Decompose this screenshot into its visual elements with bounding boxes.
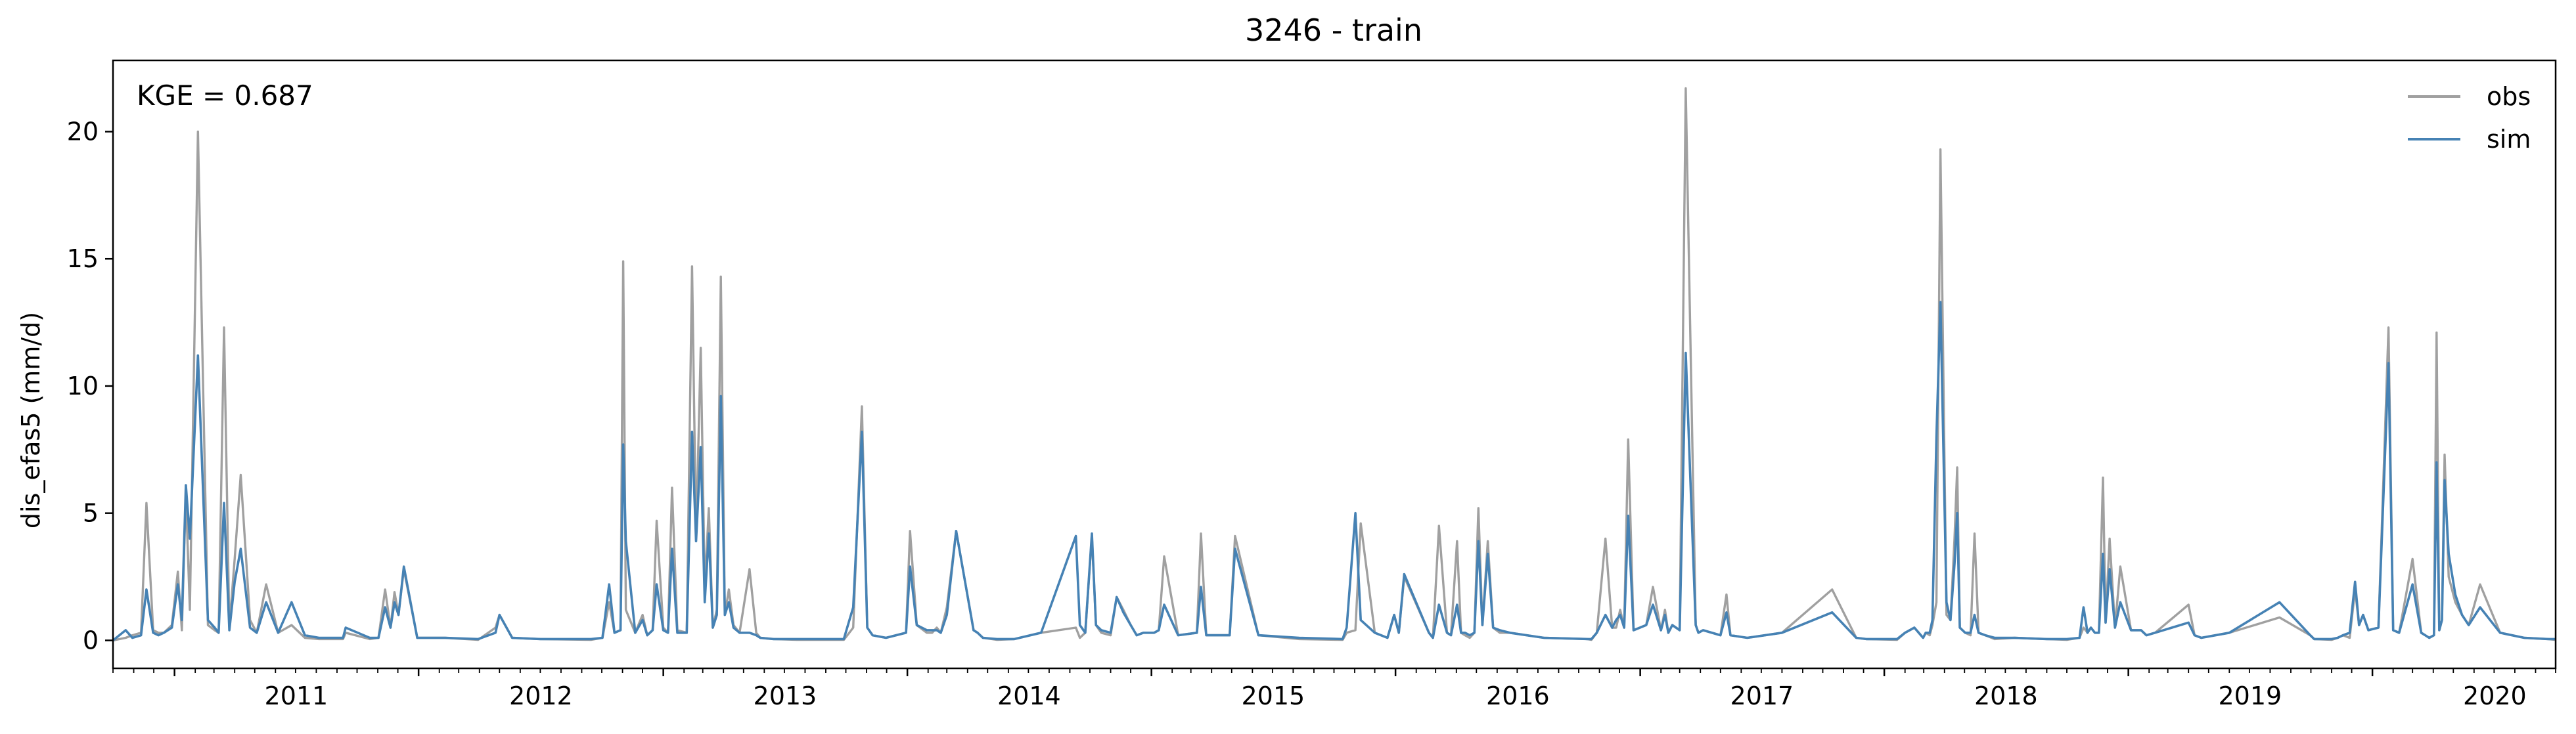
x-tick-label: 2019 xyxy=(2219,681,2282,710)
x-tick-label: 2016 xyxy=(1486,681,1550,710)
plot-area xyxy=(113,87,2556,642)
legend-label-sim: sim xyxy=(2487,125,2531,154)
x-tick-label: 2018 xyxy=(1974,681,2038,710)
legend: obs sim xyxy=(2408,82,2531,154)
y-tick-label: 10 xyxy=(67,372,99,400)
y-tick-label: 0 xyxy=(83,626,99,655)
x-tick-label: 2011 xyxy=(265,681,328,710)
x-axis-ticks: 2011 2012 2013 2014 2015 2016 2017 2018 2019 2020 xyxy=(112,668,2556,710)
sim-series-line xyxy=(113,301,2555,641)
y-axis-ticks: 0 5 10 15 20 xyxy=(67,117,113,655)
x-tick-label: 2014 xyxy=(997,681,1061,710)
x-tick-label: 2020 xyxy=(2463,681,2527,710)
chart-title: 3246 - train xyxy=(1245,12,1422,48)
x-tick-label: 2015 xyxy=(1242,681,1305,710)
x-tick-label: 2013 xyxy=(754,681,817,710)
legend-label-obs: obs xyxy=(2487,82,2531,111)
plot-frame xyxy=(112,59,2557,670)
y-axis-label: dis_efas5 (mm/d) xyxy=(16,312,45,529)
y-tick-label: 15 xyxy=(67,244,99,273)
x-tick-label: 2012 xyxy=(509,681,573,710)
y-tick-label: 5 xyxy=(83,499,99,528)
y-tick-label: 20 xyxy=(67,117,99,146)
kge-annotation: KGE = 0.687 xyxy=(137,79,313,112)
x-tick-label: 2017 xyxy=(1730,681,1794,710)
